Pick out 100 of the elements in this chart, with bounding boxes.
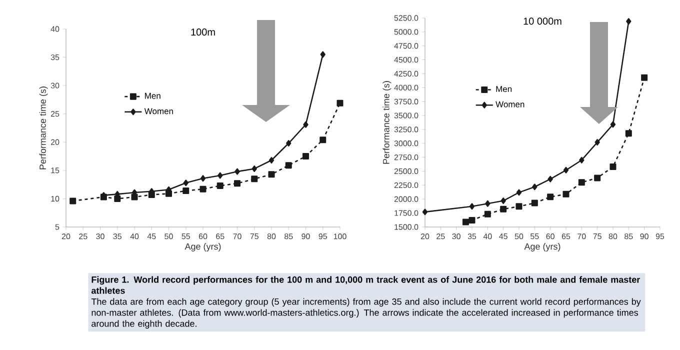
point — [182, 188, 190, 194]
y-tick-label: 40 — [50, 26, 60, 32]
y-tick-label: 4250.0 — [394, 70, 418, 77]
legend-label: Men — [145, 92, 160, 99]
x-tick-label: 45 — [147, 234, 156, 240]
y-tick-label: 4750.0 — [394, 43, 418, 49]
y-tick-label: 2000.0 — [394, 196, 418, 202]
point — [626, 18, 632, 25]
point — [625, 130, 632, 137]
y-tick-label: 3000.0 — [394, 140, 418, 146]
x-tick-label: 35 — [113, 234, 122, 240]
point — [268, 171, 275, 178]
y-tick-label: 1750.0 — [394, 210, 418, 216]
y-tick-label: 35 — [50, 54, 60, 60]
point — [302, 153, 309, 160]
point — [200, 175, 206, 182]
x-tick-label: 20 — [62, 234, 70, 240]
point — [252, 165, 257, 172]
point — [166, 190, 172, 197]
y-tick-label: 15 — [51, 168, 60, 174]
point — [200, 186, 206, 192]
x-tick-label: 80 — [267, 234, 276, 240]
legend-label: Women — [144, 108, 173, 114]
legend-label: Women — [496, 101, 524, 108]
point — [562, 190, 570, 198]
y-tick-label: 4000.0 — [394, 84, 418, 90]
y-tick-label: 4500.0 — [394, 56, 418, 63]
x-tick-label: 75 — [250, 234, 258, 240]
chart-title: 100m — [191, 28, 215, 36]
point — [336, 100, 344, 106]
point — [131, 194, 138, 200]
x-tick-label: 30 — [452, 234, 460, 240]
x-tick-label: 20 — [420, 234, 430, 240]
x-tick-label: 60 — [546, 234, 554, 240]
point — [610, 121, 616, 128]
x-tick-label: 65 — [216, 234, 224, 240]
point — [485, 200, 490, 207]
y-tick-label: 1500.0 — [394, 224, 418, 230]
x-tick-label: 75 — [593, 234, 602, 240]
point — [469, 203, 475, 210]
point — [234, 168, 240, 175]
point — [516, 203, 522, 210]
y-tick-label: 20 — [50, 139, 60, 145]
x-tick-label: 85 — [284, 234, 293, 240]
point — [286, 140, 292, 147]
point — [422, 208, 428, 216]
point — [218, 172, 223, 179]
chart-title: 10 000m — [524, 18, 562, 25]
y-tick-label: 5 — [55, 224, 60, 230]
y-tick-label: 5250.0 — [394, 15, 418, 21]
y-tick-label: 3750.0 — [394, 98, 418, 104]
x-tick-label: 100 — [334, 234, 346, 240]
point — [234, 180, 241, 187]
point — [468, 217, 476, 224]
point — [320, 136, 326, 144]
x-tick-label: 30 — [96, 234, 104, 240]
x-tick-label: 95 — [318, 234, 327, 240]
y-tick-label: 25 — [50, 111, 60, 117]
x-tick-label: 70 — [233, 234, 242, 240]
y-axis-title: Performance time (s) — [382, 81, 392, 164]
point — [641, 74, 648, 81]
point — [610, 164, 616, 170]
point — [484, 210, 491, 218]
x-tick-label: 55 — [182, 234, 190, 240]
x-tick-label: 45 — [499, 234, 508, 240]
text: Figure 1. World record performances for the 100 m and 10,000 m track event as of June 2016 for both male and female master athletes — [91, 276, 640, 294]
point — [594, 139, 600, 146]
x-tick-label: 50 — [514, 234, 524, 240]
y-tick-label: 5000.0 — [394, 29, 418, 35]
x-axis-title: Age (yrs) — [184, 243, 221, 252]
x-axis-title: Age (yrs) — [524, 243, 560, 252]
y-tick-label: 2750.0 — [394, 154, 418, 160]
point — [303, 121, 308, 128]
x-tick-label: 90 — [640, 234, 648, 240]
y-tick-label: 2500.0 — [394, 168, 418, 174]
x-tick-label: 40 — [483, 234, 492, 240]
text: The data are from each age category group (5 year increments) from age 35 and also include the current world record performances by non-master athletes. (Data from www.world-masters-athletics.org.) The arrows indicate the accelerated increased in performance times around the eighth decade. — [91, 298, 641, 329]
point — [548, 176, 553, 182]
point — [563, 166, 569, 174]
point — [320, 51, 326, 58]
point — [148, 191, 155, 198]
y-tick-label: 2250.0 — [394, 182, 418, 188]
x-tick-label: 55 — [530, 234, 539, 240]
x-tick-label: 40 — [130, 234, 139, 240]
point — [114, 195, 121, 202]
point — [70, 198, 76, 204]
x-tick-label: 90 — [302, 234, 310, 240]
point — [500, 206, 507, 212]
x-tick-label: 80 — [608, 234, 618, 240]
legend-label: Men — [496, 86, 512, 92]
y-tick-label: 30 — [50, 82, 60, 88]
point — [462, 218, 469, 226]
x-tick-label: 85 — [624, 234, 633, 240]
point — [251, 176, 258, 182]
point — [268, 156, 274, 164]
y-axis-title: Performance time (s) — [39, 86, 48, 170]
x-tick-label: 35 — [468, 234, 476, 240]
x-tick-label: 25 — [436, 234, 445, 240]
point — [500, 198, 506, 204]
x-tick-label: 70 — [578, 234, 586, 240]
